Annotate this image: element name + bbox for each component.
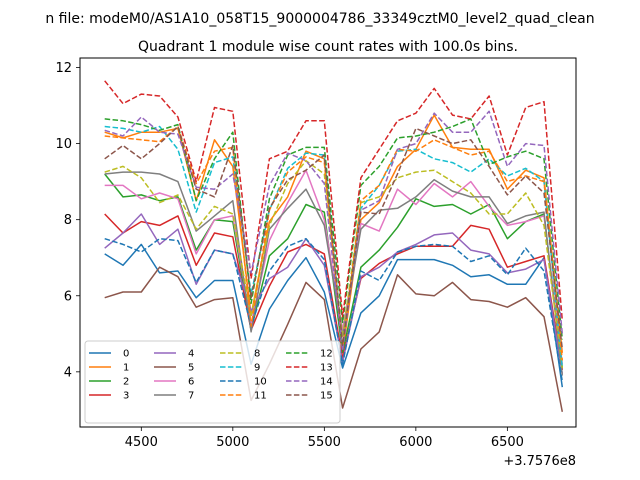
x-tick-label: 5500 [308, 435, 341, 450]
y-tick-label: 8 [64, 213, 72, 228]
legend-label-14: 14 [320, 377, 333, 388]
legend-label-3: 3 [123, 391, 129, 402]
legend-label-11: 11 [254, 391, 267, 402]
series-line-7 [104, 171, 564, 376]
legend-label-8: 8 [254, 349, 260, 360]
legend-label-15: 15 [320, 391, 333, 402]
series-line-3 [104, 213, 564, 371]
x-tick-label: 6500 [491, 435, 524, 450]
series-line-8 [104, 159, 564, 369]
axes-frame [79, 57, 577, 428]
legend-label-0: 0 [123, 349, 129, 360]
x-tick-label: 6000 [399, 435, 432, 450]
legend-label-4: 4 [188, 349, 194, 360]
series-line-0 [104, 243, 564, 388]
series-line-13 [104, 80, 564, 321]
chart-title: Quadrant 1 module wise count rates with … [138, 39, 518, 55]
x-tick-label: 5000 [216, 435, 249, 450]
legend-label-9: 9 [254, 363, 260, 374]
y-tick-label: 4 [64, 365, 72, 380]
legend-box [84, 340, 341, 424]
series-line-14 [104, 110, 564, 352]
y-tick-label: 10 [55, 137, 72, 152]
series-line-6 [104, 169, 564, 365]
legend-label-10: 10 [254, 377, 267, 388]
figure-suptitle: n file: modeM0/AS1A10_058T15_9000004786_… [45, 11, 594, 27]
legend-label-5: 5 [188, 363, 194, 374]
legend-label-12: 12 [320, 349, 333, 360]
x-tick-label: 4500 [125, 435, 158, 450]
series-line-15 [104, 125, 564, 350]
x-axis-ticks: 4500 5000 5500 6000 6500 [125, 427, 524, 450]
y-tick-label: 12 [55, 61, 72, 76]
legend-label-6: 6 [188, 377, 194, 388]
legend-label-7: 7 [188, 391, 194, 402]
legend-label-1: 1 [123, 363, 129, 374]
legend-label-13: 13 [320, 363, 333, 374]
series-line-10 [104, 237, 564, 382]
y-axis-ticks: 4 6 8 10 12 [55, 61, 80, 380]
x-axis-offset-label: +3.7576e8 [503, 454, 576, 469]
series-line-11 [104, 125, 564, 361]
y-tick-label: 6 [64, 289, 72, 304]
legend-label-2: 2 [123, 377, 129, 388]
